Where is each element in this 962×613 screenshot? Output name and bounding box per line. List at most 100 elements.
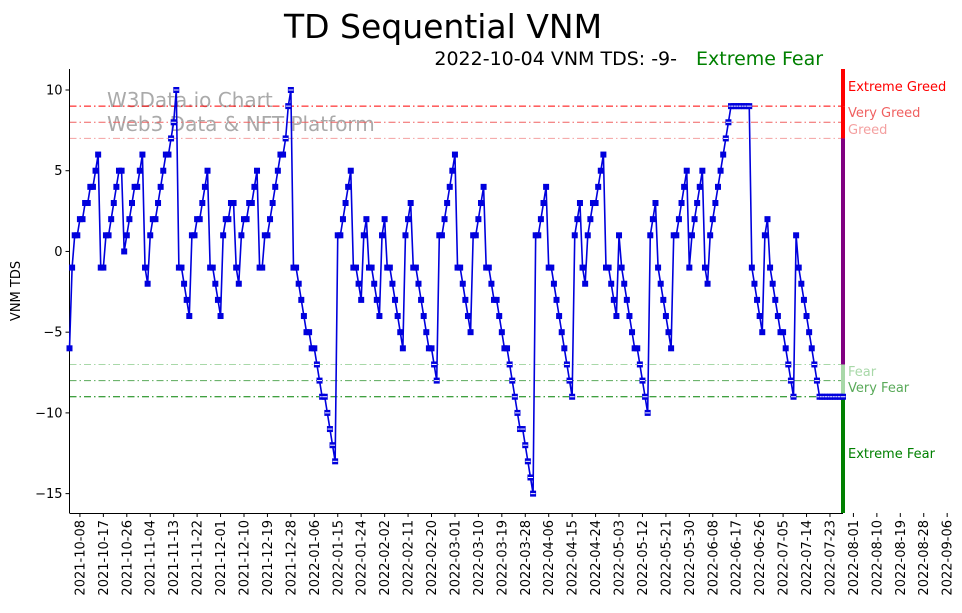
data-point — [311, 345, 318, 352]
data-point — [337, 232, 344, 239]
data-point — [397, 329, 404, 336]
x-tick-label-1: 2021-10-17 — [97, 520, 112, 596]
data-point — [368, 264, 375, 271]
x-tick-label-32: 2022-07-23 — [823, 520, 838, 596]
watermark-line-1: W3Data.io Chart — [107, 88, 273, 112]
x-tick-label-21: 2022-04-15 — [566, 520, 581, 596]
threshold-label-0: Extreme Greed — [848, 80, 946, 95]
data-point — [79, 216, 86, 223]
data-point — [652, 200, 659, 207]
data-point — [238, 232, 245, 239]
data-point — [220, 232, 227, 239]
data-point — [673, 232, 680, 239]
data-point — [498, 329, 505, 336]
threshold-lines — [69, 105, 843, 398]
data-point — [665, 329, 672, 336]
data-point — [95, 151, 102, 158]
data-point — [582, 280, 589, 287]
x-tick-label-4: 2021-11-13 — [167, 520, 182, 596]
data-point — [386, 264, 393, 271]
data-point — [774, 313, 781, 320]
data-point — [420, 313, 427, 320]
data-point — [371, 280, 378, 287]
data-point — [803, 313, 810, 320]
x-tick-label-29: 2022-06-26 — [753, 520, 768, 596]
data-point — [556, 313, 563, 320]
data-point — [696, 183, 703, 190]
data-point — [66, 345, 73, 352]
data-point — [592, 200, 599, 207]
data-point — [477, 200, 484, 207]
data-point — [475, 216, 482, 223]
data-point — [110, 200, 117, 207]
data-point — [355, 280, 362, 287]
data-point — [300, 313, 307, 320]
data-point — [449, 167, 456, 174]
data-point — [381, 216, 388, 223]
y-ticks: 10 5 0 −5 −10 −15 — [35, 83, 70, 502]
data-point — [113, 183, 120, 190]
data-point — [668, 345, 675, 352]
data-point — [621, 280, 628, 287]
data-point — [707, 232, 714, 239]
data-point — [662, 313, 669, 320]
data-point — [212, 280, 219, 287]
data-point — [767, 264, 774, 271]
y-tick-label-4: −10 — [35, 406, 62, 421]
data-point — [782, 345, 789, 352]
x-tick-label-16: 2022-03-01 — [448, 520, 463, 596]
x-tick-label-0: 2021-10-08 — [73, 520, 88, 596]
data-point — [92, 167, 99, 174]
data-point — [298, 296, 305, 303]
y-tick-label-3: −5 — [43, 326, 62, 341]
x-ticks: 2021-10-08 2021-10-17 2021-10-26 2021-11-04… — [73, 513, 956, 596]
chart-subtitle: 2022-10-04 VNM TDS: -9- — [434, 48, 677, 70]
data-point — [655, 264, 662, 271]
data-point — [683, 167, 690, 174]
x-tick-label-28: 2022-06-17 — [730, 520, 745, 596]
data-point — [412, 264, 419, 271]
data-point — [751, 280, 758, 287]
x-tick-label-17: 2022-03-10 — [472, 520, 487, 596]
data-point — [199, 200, 206, 207]
data-point — [462, 296, 469, 303]
data-point — [764, 216, 771, 223]
x-tick-label-14: 2022-02-11 — [402, 520, 417, 596]
data-point — [688, 232, 695, 239]
data-point — [464, 313, 471, 320]
data-point — [798, 280, 805, 287]
data-point — [759, 329, 766, 336]
x-tick-label-27: 2022-06-08 — [706, 520, 721, 596]
data-point — [181, 280, 188, 287]
data-point — [457, 264, 464, 271]
threshold-label-2: Greed — [848, 123, 887, 138]
status-label: Extreme Fear — [696, 48, 823, 70]
data-point — [597, 167, 604, 174]
data-point — [699, 167, 706, 174]
data-point — [201, 183, 208, 190]
data-point — [230, 200, 237, 207]
y-tick-label-5: −15 — [35, 487, 62, 502]
data-point — [748, 264, 755, 271]
x-tick-label-13: 2022-02-02 — [378, 520, 393, 596]
data-point — [806, 329, 813, 336]
data-point — [157, 183, 164, 190]
x-tick-label-33: 2022-08-01 — [847, 520, 862, 596]
data-point — [540, 200, 547, 207]
x-tick-label-11: 2022-01-15 — [331, 520, 346, 596]
y-tick-label-2: 0 — [54, 245, 62, 260]
data-point — [795, 264, 802, 271]
data-point — [100, 264, 107, 271]
data-point — [267, 216, 274, 223]
data-point — [121, 248, 128, 255]
threshold-label-4: Very Fear — [848, 381, 910, 396]
data-point — [808, 345, 815, 352]
data-point — [800, 296, 807, 303]
data-point — [306, 329, 313, 336]
data-point — [428, 345, 435, 352]
x-tick-label-24: 2022-05-12 — [636, 520, 651, 596]
data-point — [339, 216, 346, 223]
data-point — [123, 232, 130, 239]
data-point — [243, 216, 250, 223]
x-tick-label-15: 2022-02-20 — [425, 520, 440, 596]
